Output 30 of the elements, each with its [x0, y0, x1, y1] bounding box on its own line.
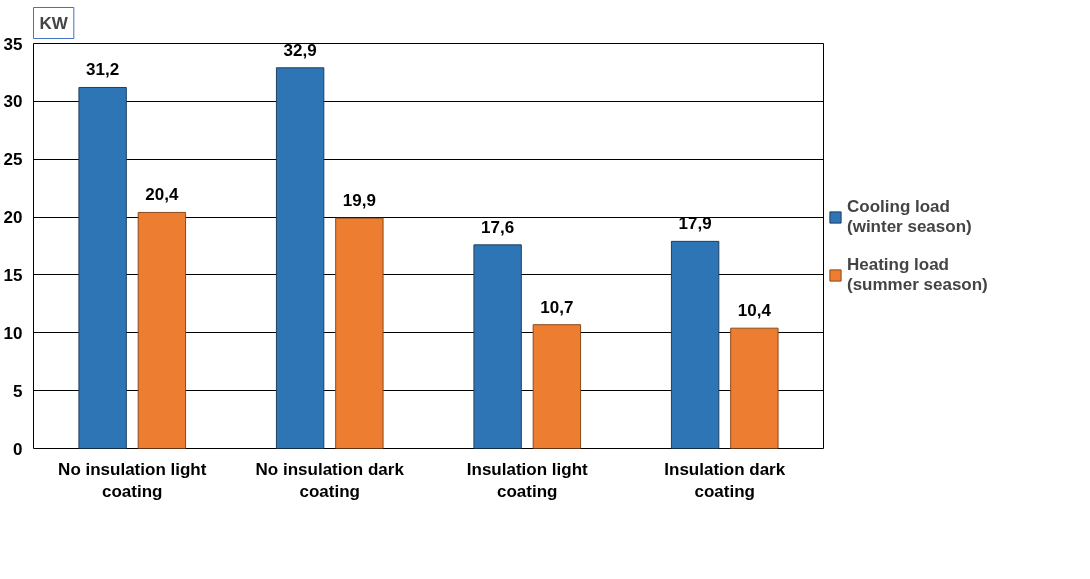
y-axis-title: KW — [39, 13, 69, 33]
data-label: 31,2 — [86, 60, 120, 80]
bar — [78, 86, 127, 449]
bar — [137, 211, 187, 449]
data-label: 20,4 — [145, 185, 179, 205]
y-tick-label: 15 — [3, 265, 23, 285]
data-label: 10,4 — [737, 301, 772, 321]
legend-label: Cooling load (winter season) — [847, 196, 972, 237]
y-tick-label: 20 — [3, 208, 23, 228]
y-tick-label: 30 — [3, 92, 23, 112]
data-label: 17,6 — [481, 217, 515, 237]
bar — [275, 67, 325, 449]
y-tick-label: 5 — [13, 381, 23, 401]
y-tick-label: 35 — [3, 34, 23, 54]
x-tick-label: No insulation dark coating — [255, 459, 405, 502]
bar — [730, 327, 779, 449]
y-tick-label: 0 — [13, 439, 23, 459]
bar — [532, 324, 582, 449]
data-label: 32,9 — [283, 40, 317, 60]
y-tick-label: 25 — [3, 150, 23, 170]
x-tick-label: Insulation light coating — [466, 459, 589, 502]
data-label: 10,7 — [540, 297, 574, 317]
y-tick-label: 10 — [3, 323, 23, 343]
bar — [335, 217, 384, 449]
x-tick-label: No insulation light coating — [58, 459, 207, 502]
bar — [670, 240, 720, 449]
data-label: 19,9 — [342, 191, 376, 211]
legend-label: Heating load (summer season) — [847, 254, 988, 295]
x-tick-label: Insulation dark coating — [664, 459, 786, 502]
bar — [473, 244, 522, 449]
